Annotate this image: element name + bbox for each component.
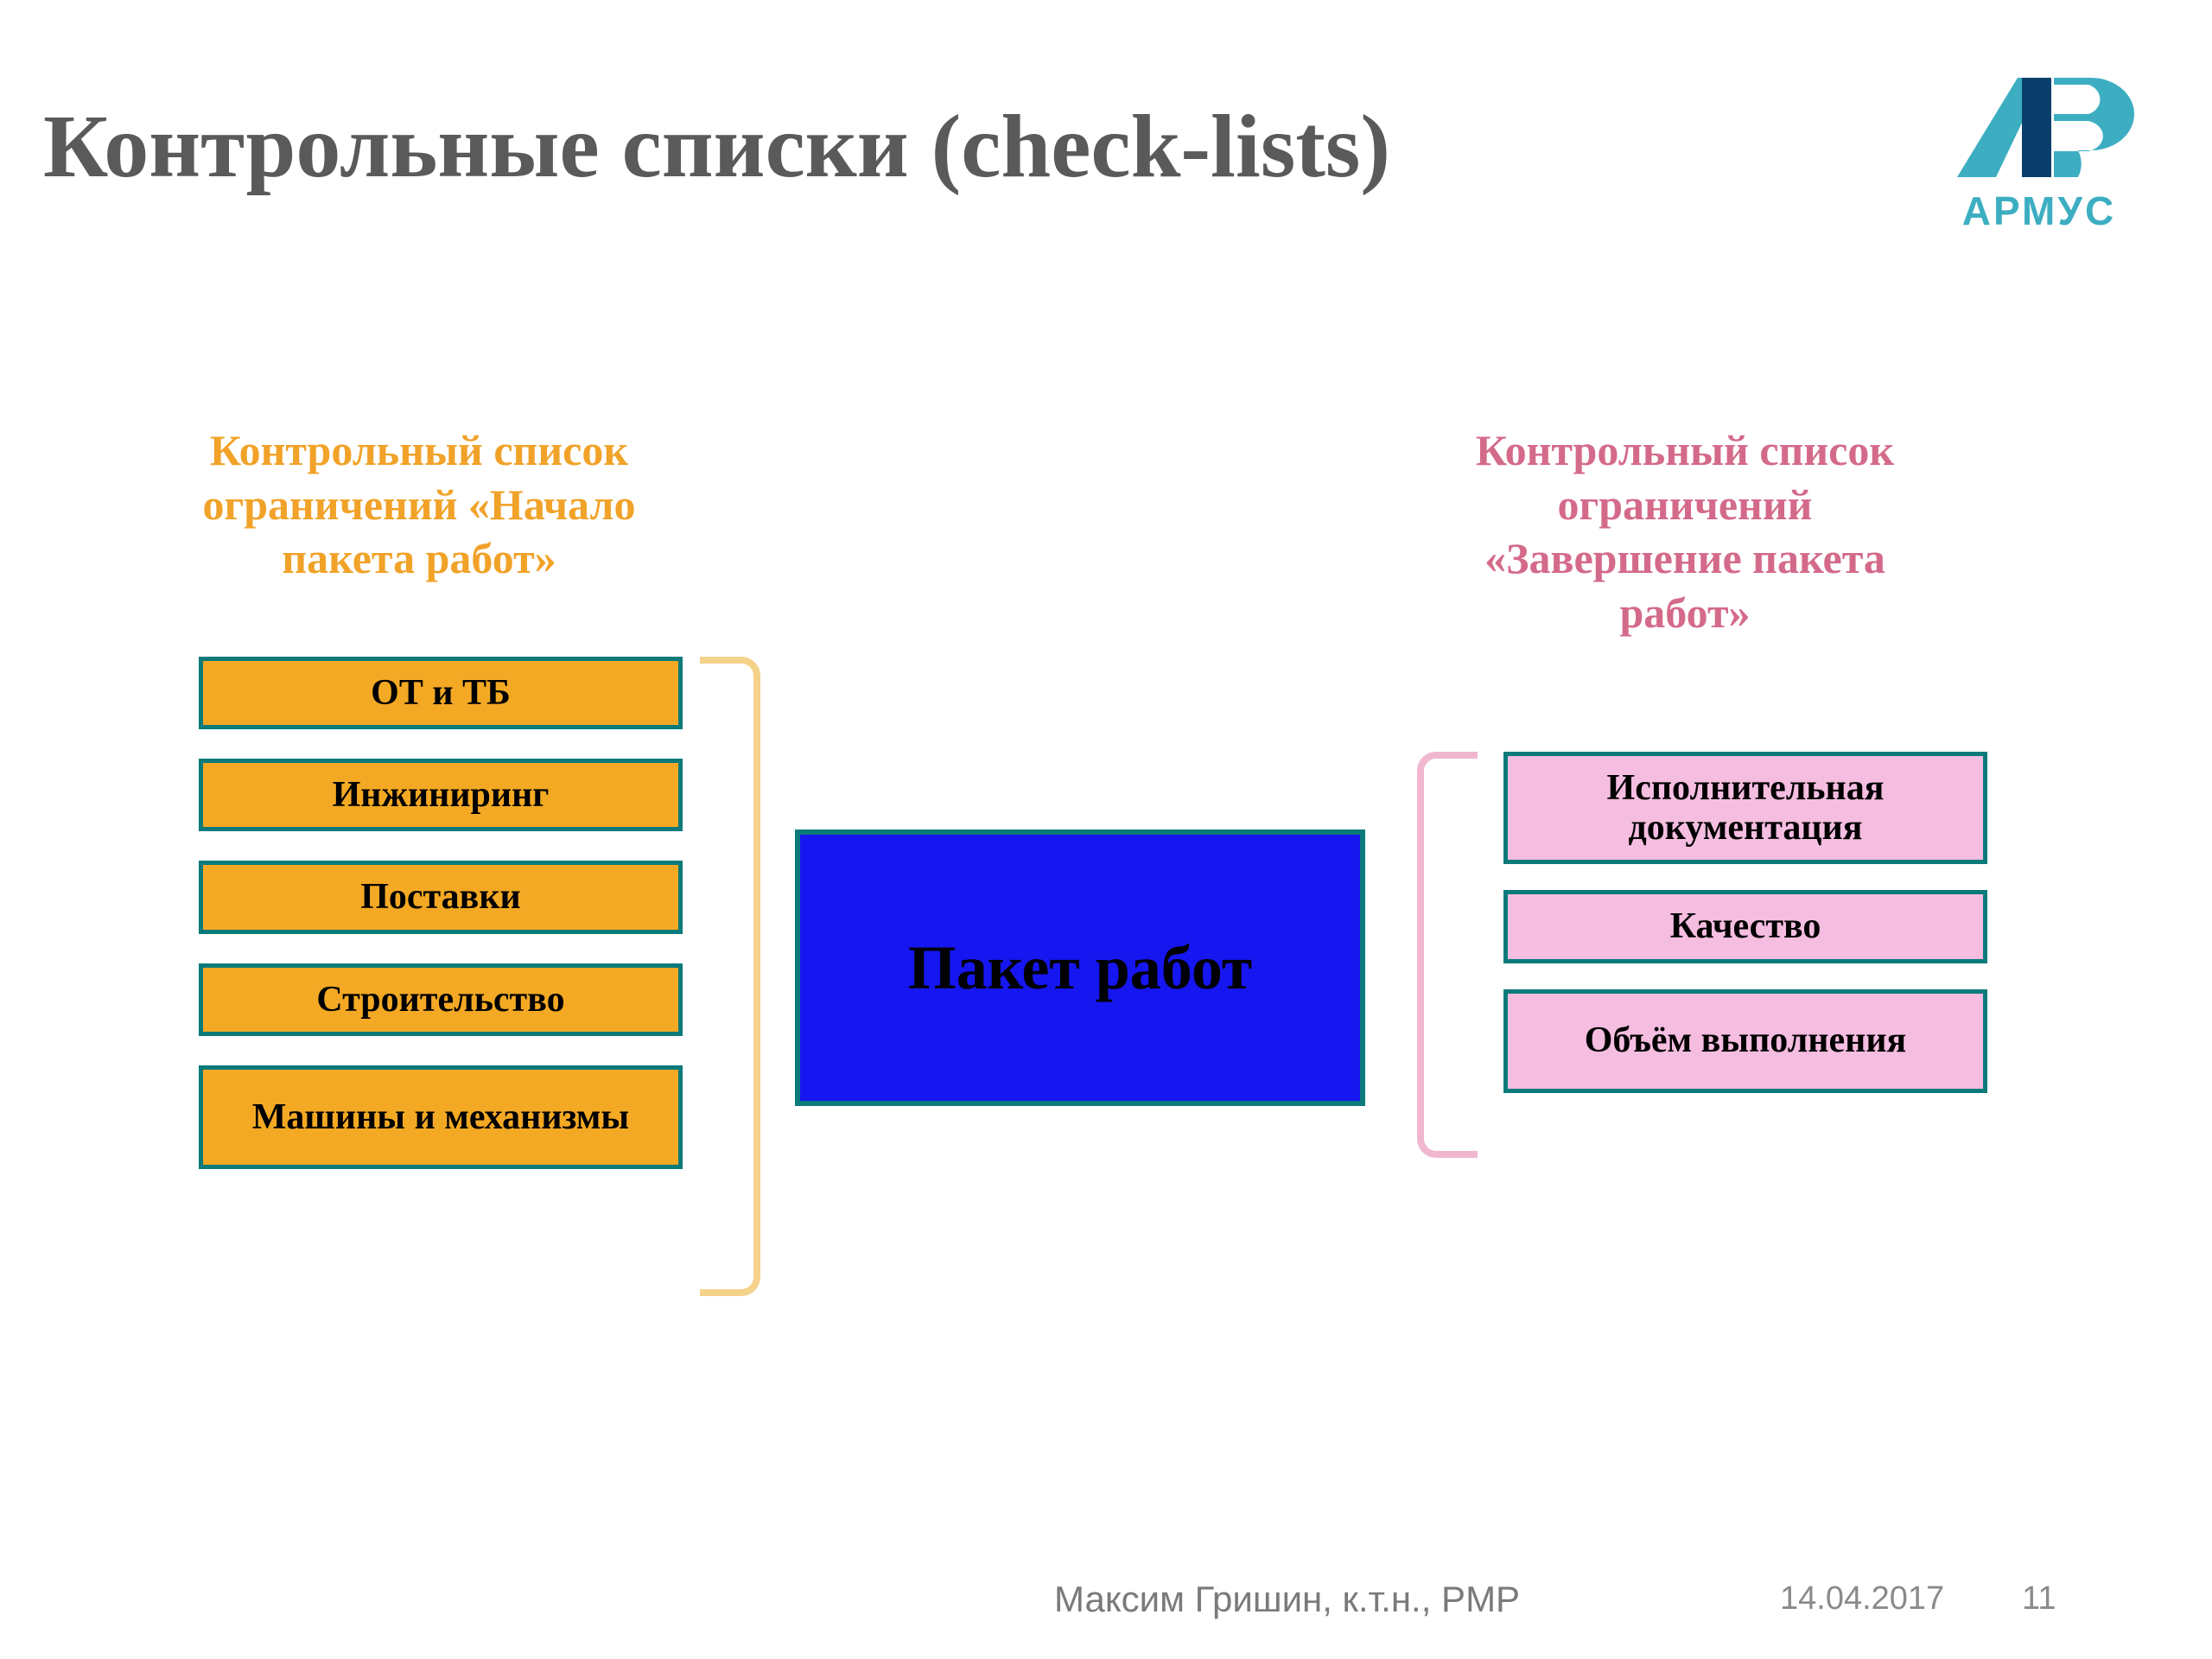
- brand-logo-text: АРМУС: [1927, 188, 2152, 234]
- left-item: ОТ и ТБ: [199, 657, 683, 729]
- armus-logo-icon: [1940, 69, 2139, 190]
- right-column: Исполнительная документация Качество Объём…: [1503, 752, 1987, 1093]
- right-item: Качество: [1503, 890, 1987, 963]
- footer-page: 11: [2022, 1580, 2056, 1618]
- left-bracket: [700, 657, 760, 1296]
- left-heading: Контрольный список ограничений «Начало п…: [177, 423, 661, 586]
- footer-author: Максим Гришин, к.т.н., PMP: [1054, 1579, 1520, 1620]
- footer-date: 14.04.2017: [1780, 1580, 1944, 1618]
- right-heading: Контрольный список ограничений «Завершен…: [1443, 423, 1927, 639]
- brand-logo: АРМУС: [1927, 69, 2152, 234]
- left-item: Поставки: [199, 861, 683, 933]
- slide: Контрольные списки (check-lists) АРМУС К…: [0, 0, 2212, 1659]
- center-box: Пакет работ: [795, 830, 1365, 1106]
- left-item: Машины и механизмы: [199, 1065, 683, 1169]
- right-item: Объём выполнения: [1503, 989, 1987, 1093]
- left-item: Строительство: [199, 963, 683, 1036]
- right-bracket: [1417, 752, 1478, 1158]
- right-item: Исполнительная документация: [1503, 752, 1987, 864]
- left-column: ОТ и ТБ Инжиниринг Поставки Строительство Ма…: [199, 657, 683, 1169]
- page-title: Контрольные списки (check-lists): [43, 95, 1390, 198]
- left-item: Инжиниринг: [199, 759, 683, 831]
